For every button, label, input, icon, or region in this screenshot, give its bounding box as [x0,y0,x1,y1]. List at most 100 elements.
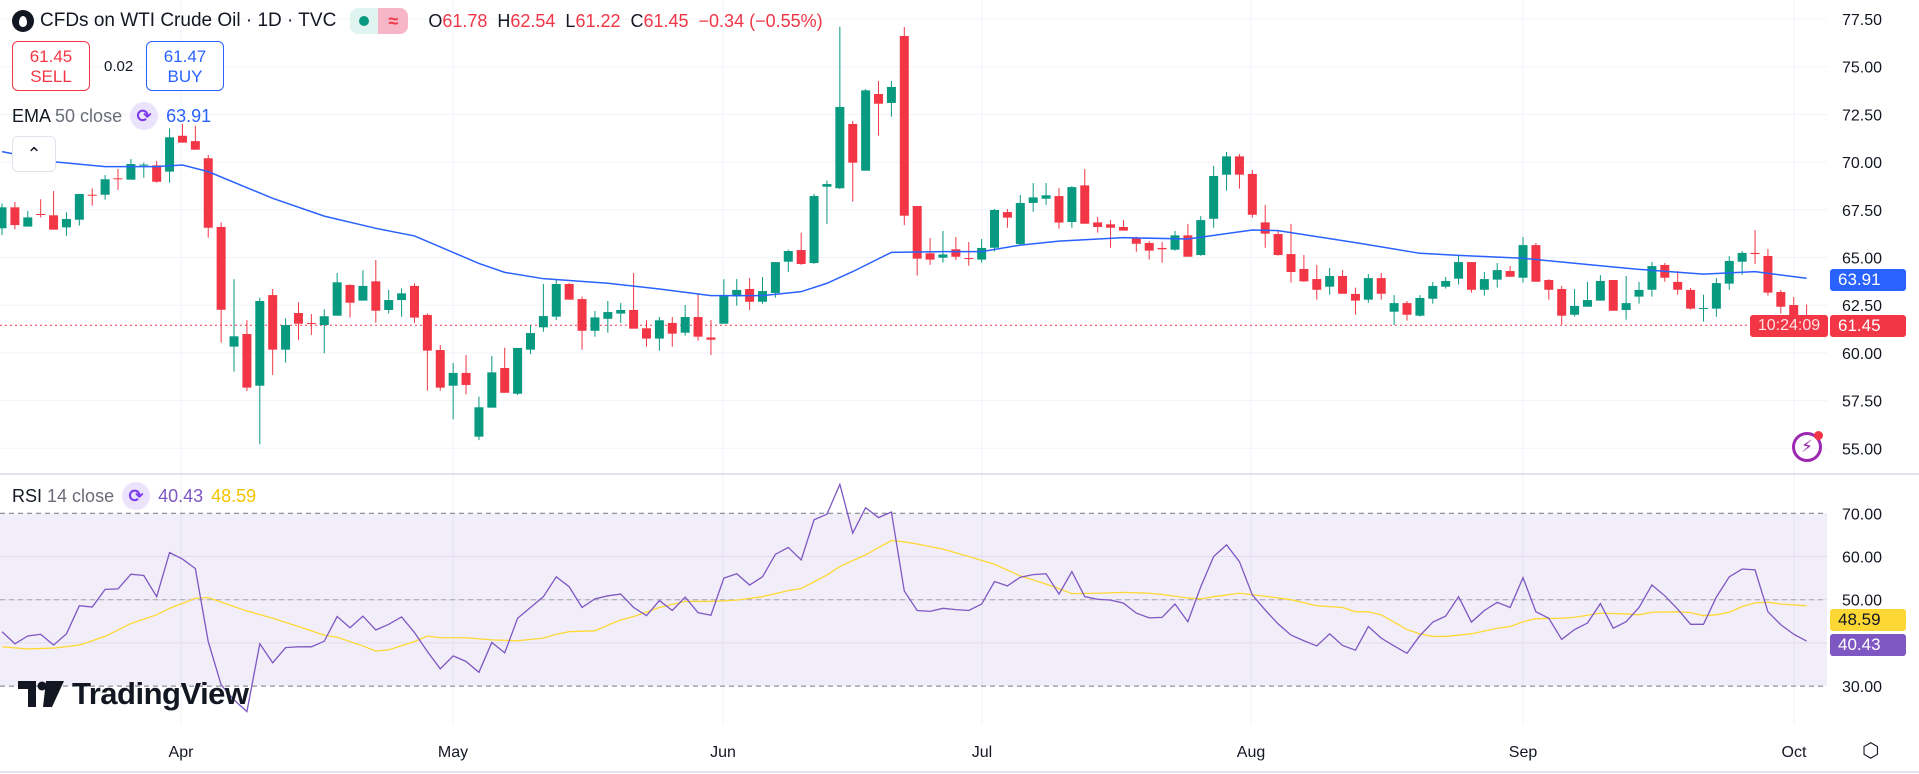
candle-down [152,165,162,182]
candle-down [564,284,574,300]
candle-down [1260,222,1270,234]
high-label: H [497,10,511,31]
market-open-icon[interactable] [350,8,379,34]
candle-down [1234,156,1244,175]
candle-up [384,300,394,310]
candle-down [1054,196,1064,223]
candle-up [616,309,626,314]
rsi-axis-label: 50.00 [1842,593,1882,610]
candle-up [538,316,548,328]
low-value: 61.22 [575,10,621,31]
candle-down [667,322,677,334]
candle-up [1067,187,1077,223]
buy-button[interactable]: 61.47 BUY [146,41,224,91]
candle-down [1080,185,1090,224]
price-axis-label: 62.50 [1842,298,1882,315]
time-axis-label: May [438,744,468,761]
candle-up [770,262,780,293]
candle-up [319,316,329,326]
candle-down [1312,279,1322,290]
refresh-icon[interactable]: ⟳ [122,482,151,510]
candle-up [809,196,819,264]
refresh-icon[interactable]: ⟳ [130,102,159,130]
buy-label: BUY [167,67,203,86]
candle-up [758,291,768,302]
candle-down [848,123,858,163]
rsi-ma-line [1,539,1807,652]
candle-down [1350,293,1360,301]
candle-down [1776,292,1786,307]
candle-up [603,312,613,319]
candle-down [177,135,187,143]
candle-down [49,215,59,230]
sell-button[interactable]: 61.45 SELL [12,41,90,91]
candle-down [1402,303,1412,315]
candle-up [1028,197,1038,203]
candle-down [203,158,213,228]
ema-line [1,150,1807,297]
candle-up [0,207,7,229]
time-axis-label: Aug [1237,744,1265,761]
candle-down [293,313,303,324]
candle-up [255,301,265,386]
candle-up [1634,289,1644,297]
candle-down [1466,262,1476,290]
candle-up [1209,176,1219,219]
candle-up [1595,280,1605,301]
candle-up [1711,283,1721,309]
candle-down [1789,305,1799,319]
candle-down [964,258,974,260]
price-axis-label: 70.00 [1842,155,1882,172]
rsi-legend[interactable]: RSI 14 close ⟳ 40.43 48.59 [12,482,256,510]
candle-up [1492,270,1502,280]
candle-down [1286,254,1296,273]
ema-value: 63.91 [166,105,212,126]
rsi-lines [1,482,1807,713]
rsi-axis-label: 60.00 [1842,550,1882,567]
lightning-icon[interactable]: ⚡ [1792,431,1823,462]
candle-down [693,317,703,337]
candle-down [1686,289,1696,309]
ema-params: 50 close [55,105,123,126]
collapse-legend-button[interactable]: ⌃ [12,136,56,172]
price-axis-label: 55.00 [1842,441,1882,458]
rsi-axis-label: 30.00 [1842,679,1882,696]
close-value: 61.45 [643,10,689,31]
candle-up [139,164,149,166]
candle-down [268,295,278,350]
spread-value: 0.02 [104,58,134,75]
candle-up [100,179,110,195]
candle-up [1170,235,1180,250]
candle-up [1415,297,1425,316]
candle-up [74,193,84,220]
candle-down [1608,280,1618,311]
ohlc-values: O61.78 H62.54 L61.22 C61.45 −0.34 (−0.55… [428,11,822,32]
candle-down [435,350,445,388]
candle-up [783,251,793,262]
candle-up [1389,303,1399,312]
candle-down [874,93,884,104]
tradingview-logo[interactable]: TradingView [18,676,249,712]
status-badges[interactable]: ≈ [350,8,409,34]
candle-up [719,296,729,324]
candle-down [87,194,97,196]
settings-hexagon-icon[interactable]: ⬡ [1862,740,1880,762]
candle-up [654,320,664,339]
candle-down [1131,237,1141,244]
delayed-data-icon[interactable]: ≈ [378,8,409,34]
candle-down [951,249,961,257]
candle-down [1376,278,1386,294]
candle-up [61,218,71,228]
candle-up [938,254,948,258]
candle-down [1673,281,1683,290]
candle-down [306,322,316,324]
rsi-band [0,512,1827,687]
price-axis-label: 57.50 [1842,394,1882,411]
ema-legend[interactable]: EMA 50 close ⟳ 63.91 [12,102,211,130]
candle-down [461,372,471,385]
candle-up [397,293,407,301]
candle-up [1518,245,1528,278]
candle-down [345,284,355,303]
symbol-title[interactable]: CFDs on WTI Crude Oil · 1D · TVC [40,10,337,31]
